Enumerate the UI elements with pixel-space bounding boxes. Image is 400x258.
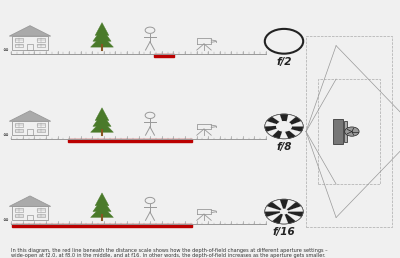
Polygon shape xyxy=(9,26,51,36)
Polygon shape xyxy=(95,23,109,35)
Polygon shape xyxy=(93,199,111,212)
Polygon shape xyxy=(280,214,288,224)
Polygon shape xyxy=(91,206,114,217)
Polygon shape xyxy=(288,129,301,136)
Polygon shape xyxy=(291,121,303,126)
Polygon shape xyxy=(280,131,288,139)
Text: f/16: f/16 xyxy=(273,227,295,237)
Circle shape xyxy=(265,114,303,139)
Polygon shape xyxy=(93,28,111,41)
Circle shape xyxy=(345,127,359,136)
FancyBboxPatch shape xyxy=(12,224,192,227)
Text: ∞: ∞ xyxy=(2,47,8,53)
Polygon shape xyxy=(265,121,278,126)
Polygon shape xyxy=(95,108,109,120)
FancyBboxPatch shape xyxy=(68,139,192,142)
Polygon shape xyxy=(93,114,111,126)
Polygon shape xyxy=(265,206,281,212)
FancyBboxPatch shape xyxy=(333,119,343,144)
Polygon shape xyxy=(91,120,114,132)
Text: ∞: ∞ xyxy=(2,217,8,223)
FancyBboxPatch shape xyxy=(344,121,347,142)
Text: In this diagram, the red line beneath the distance scale shows how the depth-of-: In this diagram, the red line beneath th… xyxy=(11,248,328,258)
Text: f/2: f/2 xyxy=(276,57,292,67)
Text: ∞: ∞ xyxy=(2,132,8,138)
Circle shape xyxy=(277,122,291,131)
Circle shape xyxy=(265,199,303,224)
Polygon shape xyxy=(287,206,303,212)
Text: f/8: f/8 xyxy=(276,142,292,152)
Polygon shape xyxy=(267,128,279,136)
Circle shape xyxy=(280,209,288,214)
Polygon shape xyxy=(95,193,109,206)
Polygon shape xyxy=(91,35,114,47)
Polygon shape xyxy=(285,199,296,210)
Polygon shape xyxy=(267,213,282,221)
Polygon shape xyxy=(286,213,301,221)
Polygon shape xyxy=(9,111,51,121)
Polygon shape xyxy=(272,114,282,122)
FancyBboxPatch shape xyxy=(154,54,174,57)
Polygon shape xyxy=(272,199,283,210)
Polygon shape xyxy=(9,196,51,206)
Polygon shape xyxy=(286,114,296,123)
